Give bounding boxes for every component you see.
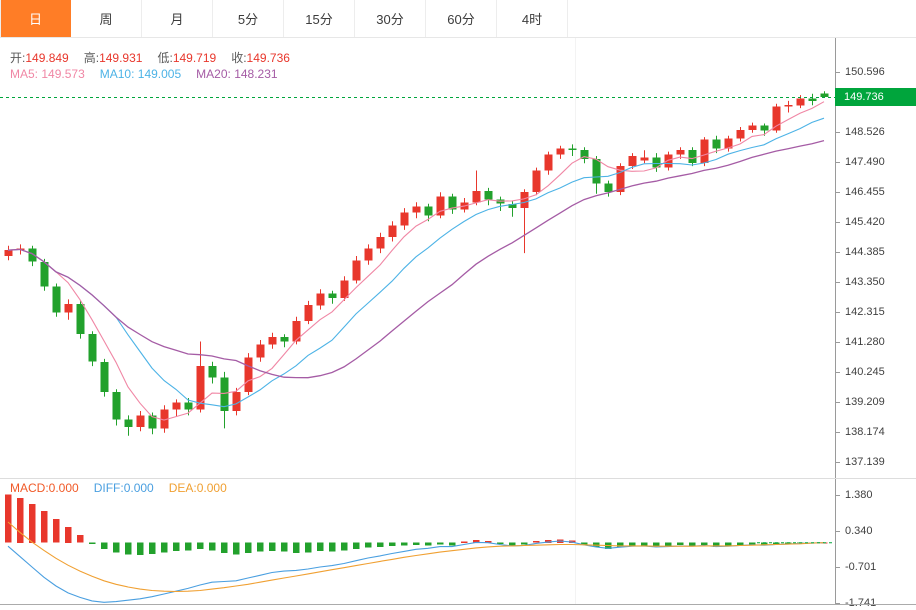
close-readout: 收:149.736: [231, 51, 290, 65]
ma20-readout: MA20: 148.231: [196, 67, 278, 81]
timeframe-tabbar: 日 周 月 5分 15分 30分 60分 4时: [0, 0, 916, 38]
candlestick-chart[interactable]: [0, 38, 835, 478]
open-readout: 开:149.849: [10, 51, 69, 65]
tab-4hour[interactable]: 4时: [497, 0, 568, 37]
macd-value: MACD:0.000: [10, 481, 79, 495]
tab-5min[interactable]: 5分: [213, 0, 284, 37]
price-axis-label: 142.315: [836, 305, 885, 319]
price-axis-label: 139.209: [836, 395, 885, 409]
tab-30min[interactable]: 30分: [355, 0, 426, 37]
tab-60min[interactable]: 60分: [426, 0, 497, 37]
macd-panel: 1.380 0.340 -0.701 -1.741 MACD:0.000 DIFF:0…: [0, 478, 916, 609]
price-axis-label: 140.245: [836, 365, 885, 379]
macd-axis: 1.380 0.340 -0.701 -1.741: [835, 479, 916, 609]
price-axis-label: 137.139: [836, 455, 885, 469]
price-axis-label: 145.420: [836, 215, 885, 229]
ma10-readout: MA10: 149.005: [99, 67, 182, 81]
ma-readout: MA5: 149.573 MA10: 149.005 MA20: 148.231: [10, 67, 278, 81]
diff-value: DIFF:0.000: [93, 481, 154, 495]
ohlc-readout: 开:149.849 高:149.931 低:149.719 收:149.736: [10, 49, 290, 66]
high-readout: 高:149.931: [83, 51, 143, 65]
macd-bottom-border: [0, 604, 916, 605]
macd-axis-label: 1.380: [836, 488, 873, 502]
main-chart-panel: 150.596 148.526 147.490 146.455 145.420 144.3…: [0, 38, 916, 478]
price-axis-label: 148.526: [836, 125, 885, 139]
low-readout: 低:149.719: [157, 51, 217, 65]
current-price-tag: 149.736: [835, 88, 916, 106]
tab-day[interactable]: 日: [0, 0, 71, 37]
macd-axis-label: -0.701: [836, 560, 876, 574]
tab-15min[interactable]: 15分: [284, 0, 355, 37]
price-axis-label: 146.455: [836, 185, 885, 199]
price-axis-label: 150.596: [836, 65, 885, 79]
macd-axis-label: -1.741: [836, 596, 876, 610]
tab-month[interactable]: 月: [142, 0, 213, 37]
macd-chart[interactable]: [0, 479, 835, 605]
price-axis-label: 143.350: [836, 275, 885, 289]
price-axis-label: 141.280: [836, 335, 885, 349]
price-axis: 150.596 148.526 147.490 146.455 145.420 144.3…: [835, 38, 916, 478]
dea-value: DEA:0.000: [168, 481, 227, 495]
tab-week[interactable]: 周: [71, 0, 142, 37]
ma5-readout: MA5: 149.573: [10, 67, 85, 81]
price-axis-label: 138.174: [836, 425, 885, 439]
price-axis-label: 144.385: [836, 245, 885, 259]
macd-readout: MACD:0.000 DIFF:0.000 DEA:0.000: [10, 481, 227, 495]
price-axis-label: 147.490: [836, 155, 885, 169]
macd-axis-label: 0.340: [836, 524, 873, 538]
